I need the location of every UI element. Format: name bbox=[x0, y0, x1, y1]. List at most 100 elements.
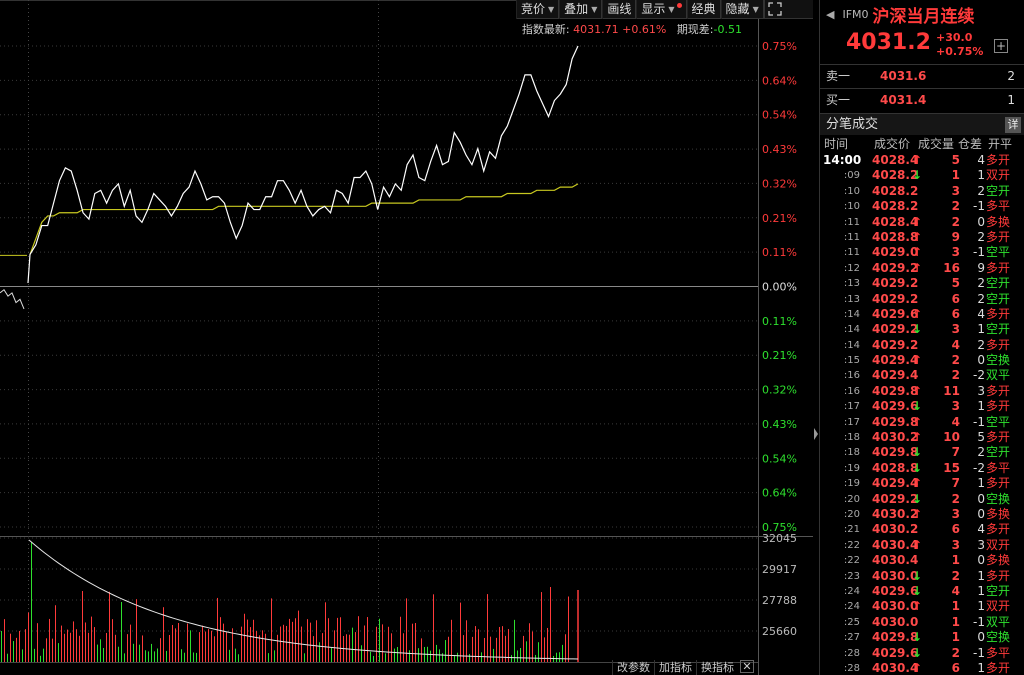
tick-time: :22 bbox=[843, 555, 860, 567]
tick-volume: 4 bbox=[951, 583, 960, 598]
volume-bar bbox=[466, 620, 467, 662]
volume-bar bbox=[502, 626, 503, 662]
hide-button[interactable]: 隐藏 ▼ bbox=[720, 0, 764, 19]
close-indicator-button[interactable]: ✕ bbox=[740, 660, 754, 673]
tick-price: 4028.2 bbox=[872, 199, 919, 214]
volume-bar bbox=[82, 591, 83, 662]
volume-bar bbox=[142, 635, 143, 662]
tick-row: :18 4029.8 ↓ 7 2 空开 bbox=[820, 445, 1024, 460]
classic-button[interactable]: 经典 bbox=[686, 0, 721, 19]
add-indicator-button[interactable]: 加指标 bbox=[654, 660, 696, 675]
tick-time: :28 bbox=[843, 647, 860, 659]
tick-time: :17 bbox=[843, 401, 860, 413]
tick-oi: 2 bbox=[977, 291, 985, 306]
tick-row: :15 4029.4 ↑ 2 0 空换 bbox=[820, 353, 1024, 368]
volume-bar bbox=[199, 632, 200, 662]
volume-bar bbox=[193, 652, 194, 662]
volume-bar bbox=[49, 618, 50, 662]
tick-price: 4028.4 bbox=[872, 214, 919, 229]
tick-volume: 2 bbox=[951, 645, 960, 660]
chevron-down-icon: ▼ bbox=[668, 5, 675, 14]
tick-oi: 2 bbox=[977, 276, 985, 291]
volume-bar bbox=[526, 641, 527, 662]
ticks-list[interactable]: 14:00 4028.4 ↑ 5 4 多开:09 4028.2 ↓ 1 1 双开:10 4028.2 3… bbox=[820, 153, 1024, 675]
tick-time: :11 bbox=[843, 231, 860, 243]
arrow-up-icon: ↑ bbox=[912, 153, 923, 167]
volume-axis-label: 27788 bbox=[762, 594, 797, 607]
volume-bar bbox=[481, 652, 482, 662]
price-axis-label: 0.21% bbox=[762, 349, 797, 362]
bid-button[interactable]: 竞价 ▼ bbox=[516, 0, 560, 19]
tick-type: 空开 bbox=[986, 583, 1011, 598]
draw-line-button[interactable]: 画线 bbox=[602, 0, 637, 19]
volume-bar bbox=[100, 639, 101, 662]
volume-bar bbox=[469, 653, 470, 662]
price-line bbox=[27, 45, 579, 284]
volume-bar bbox=[94, 627, 95, 662]
price-axis-label: 0.43% bbox=[762, 143, 797, 156]
change-params-button[interactable]: 改参数 bbox=[612, 660, 654, 675]
tick-time: :24 bbox=[843, 585, 860, 597]
tick-oi: 2 bbox=[977, 337, 985, 352]
volume-bar bbox=[415, 623, 416, 662]
tick-price: 4030.2 bbox=[872, 430, 919, 445]
chart-toolbar: 竞价 ▼ 叠加 ▼ 画线 显示 ▼ 经典 隐藏 ▼ bbox=[516, 0, 813, 19]
volume-bar bbox=[34, 648, 35, 662]
volume-bar bbox=[328, 618, 329, 662]
chevron-down-icon: ▼ bbox=[752, 5, 759, 14]
indicator-bar: 改参数 加指标 换指标 ✕ bbox=[612, 660, 754, 675]
tick-price: 4029.2 bbox=[872, 337, 919, 352]
panel-title: ◀ IFM0 沪深当月连续 bbox=[820, 0, 1024, 28]
ticks-detail-button[interactable]: 详 bbox=[1005, 117, 1021, 133]
tick-type: 多开 bbox=[986, 660, 1011, 675]
volume-bar bbox=[265, 633, 266, 662]
fullscreen-button[interactable] bbox=[763, 0, 786, 18]
volume-bar bbox=[109, 591, 110, 662]
tick-price: 4029.6 bbox=[872, 306, 919, 321]
price-axis-label: 0.43% bbox=[762, 418, 797, 431]
price-axis-label: 0.54% bbox=[762, 452, 797, 465]
volume-bar bbox=[76, 629, 77, 662]
overlay-button[interactable]: 叠加 ▼ bbox=[559, 0, 603, 19]
tick-oi: 2 bbox=[977, 183, 985, 198]
tick-row: :14 4029.2 ↓ 3 1 空开 bbox=[820, 322, 1024, 337]
back-arrow-icon[interactable]: ◀ bbox=[826, 7, 835, 21]
collapse-panel-arrow-icon[interactable] bbox=[813, 427, 819, 441]
swap-indicator-button[interactable]: 换指标 bbox=[696, 660, 738, 675]
arrow-down-icon: ↓ bbox=[912, 460, 923, 475]
tick-oi: 4 bbox=[977, 153, 985, 167]
tick-price: 4028.4 bbox=[872, 153, 919, 167]
tick-time: :14 bbox=[843, 339, 860, 351]
price-axis-label: 0.00% bbox=[762, 281, 797, 294]
tick-volume: 7 bbox=[951, 445, 960, 460]
intraday-chart[interactable]: 0.75% 0.64% 0.54% 0.43% 0.32% 0.21% 0.11% 0.00%… bbox=[0, 0, 813, 675]
volume-bar bbox=[289, 618, 290, 662]
tick-price: 4029.6 bbox=[872, 583, 919, 598]
tick-time: :18 bbox=[843, 447, 860, 459]
volume-bar bbox=[40, 655, 41, 662]
volume-bar bbox=[256, 631, 257, 662]
volume-bar bbox=[88, 632, 89, 662]
arrow-up-icon: ↑ bbox=[912, 476, 923, 491]
tick-volume: 6 bbox=[951, 660, 960, 675]
volume-bar bbox=[145, 650, 146, 662]
add-watchlist-button[interactable]: + bbox=[994, 39, 1008, 53]
volume-bar bbox=[133, 643, 134, 662]
volume-axis-label: 29917 bbox=[762, 563, 797, 576]
volume-bar bbox=[319, 642, 320, 662]
volume-bar bbox=[565, 634, 566, 662]
tick-price: 4030.4 bbox=[872, 553, 919, 568]
volume-bar bbox=[460, 602, 461, 662]
tick-row: :12 4029.2 ↑ 16 9 多开 bbox=[820, 261, 1024, 276]
volume-bar bbox=[124, 653, 125, 662]
overlay-label: 叠加 bbox=[564, 2, 589, 16]
arrow-up-icon: ↑ bbox=[912, 353, 923, 368]
tick-type: 多开 bbox=[986, 568, 1011, 583]
tick-time: :24 bbox=[843, 601, 860, 613]
volume-bar bbox=[457, 652, 458, 662]
tick-volume: 2 bbox=[951, 353, 960, 368]
display-button[interactable]: 显示 ▼ bbox=[636, 0, 687, 19]
volume-bar bbox=[550, 587, 551, 662]
tick-volume: 5 bbox=[951, 153, 960, 167]
volume-bar bbox=[196, 652, 197, 662]
